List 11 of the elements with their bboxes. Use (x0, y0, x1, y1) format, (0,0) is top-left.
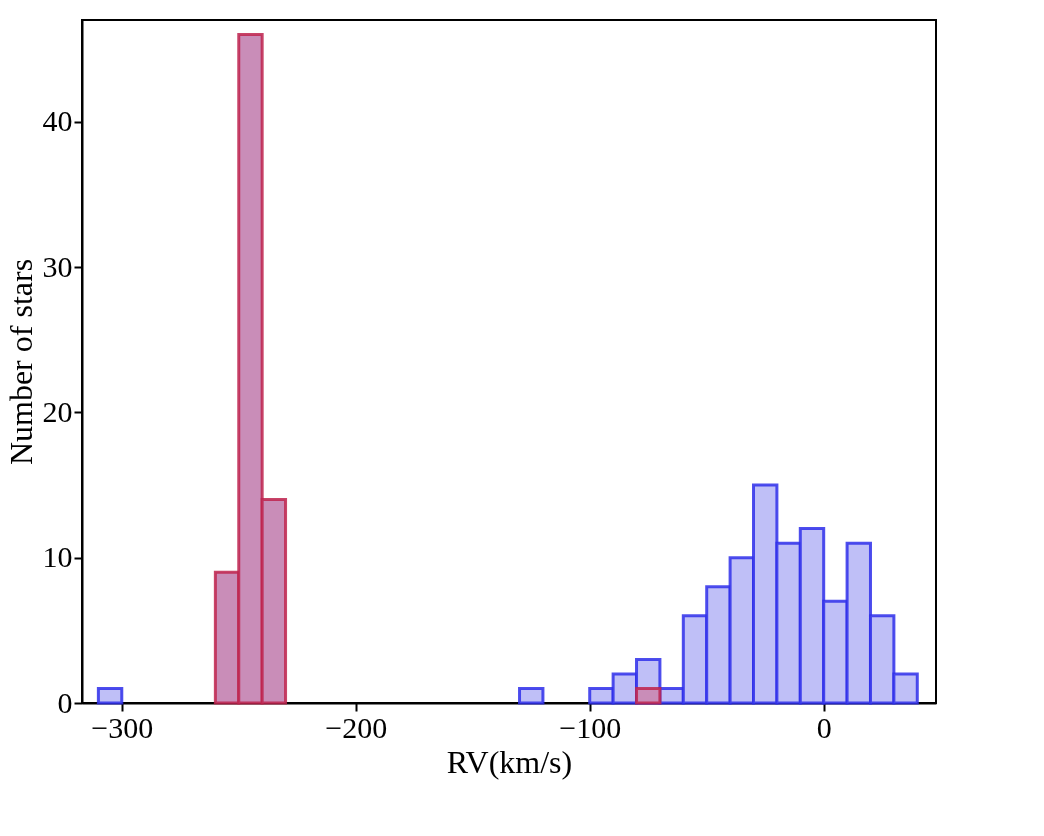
x-tick-label: −100 (559, 710, 622, 744)
y-tick-label: 40 (42, 104, 73, 138)
x-tick-label: 0 (816, 710, 832, 744)
y-tick-label: 30 (42, 249, 73, 283)
y-tick-label: 0 (57, 685, 73, 719)
y-tick-label: 20 (42, 394, 73, 428)
x-tick-label: −200 (325, 710, 388, 744)
x-axis-title: RV(km/s) (446, 743, 573, 780)
y-tick-label: 10 (42, 540, 73, 574)
y-axis-title: Number of stars (2, 258, 39, 466)
x-tick-label: −300 (91, 710, 154, 744)
